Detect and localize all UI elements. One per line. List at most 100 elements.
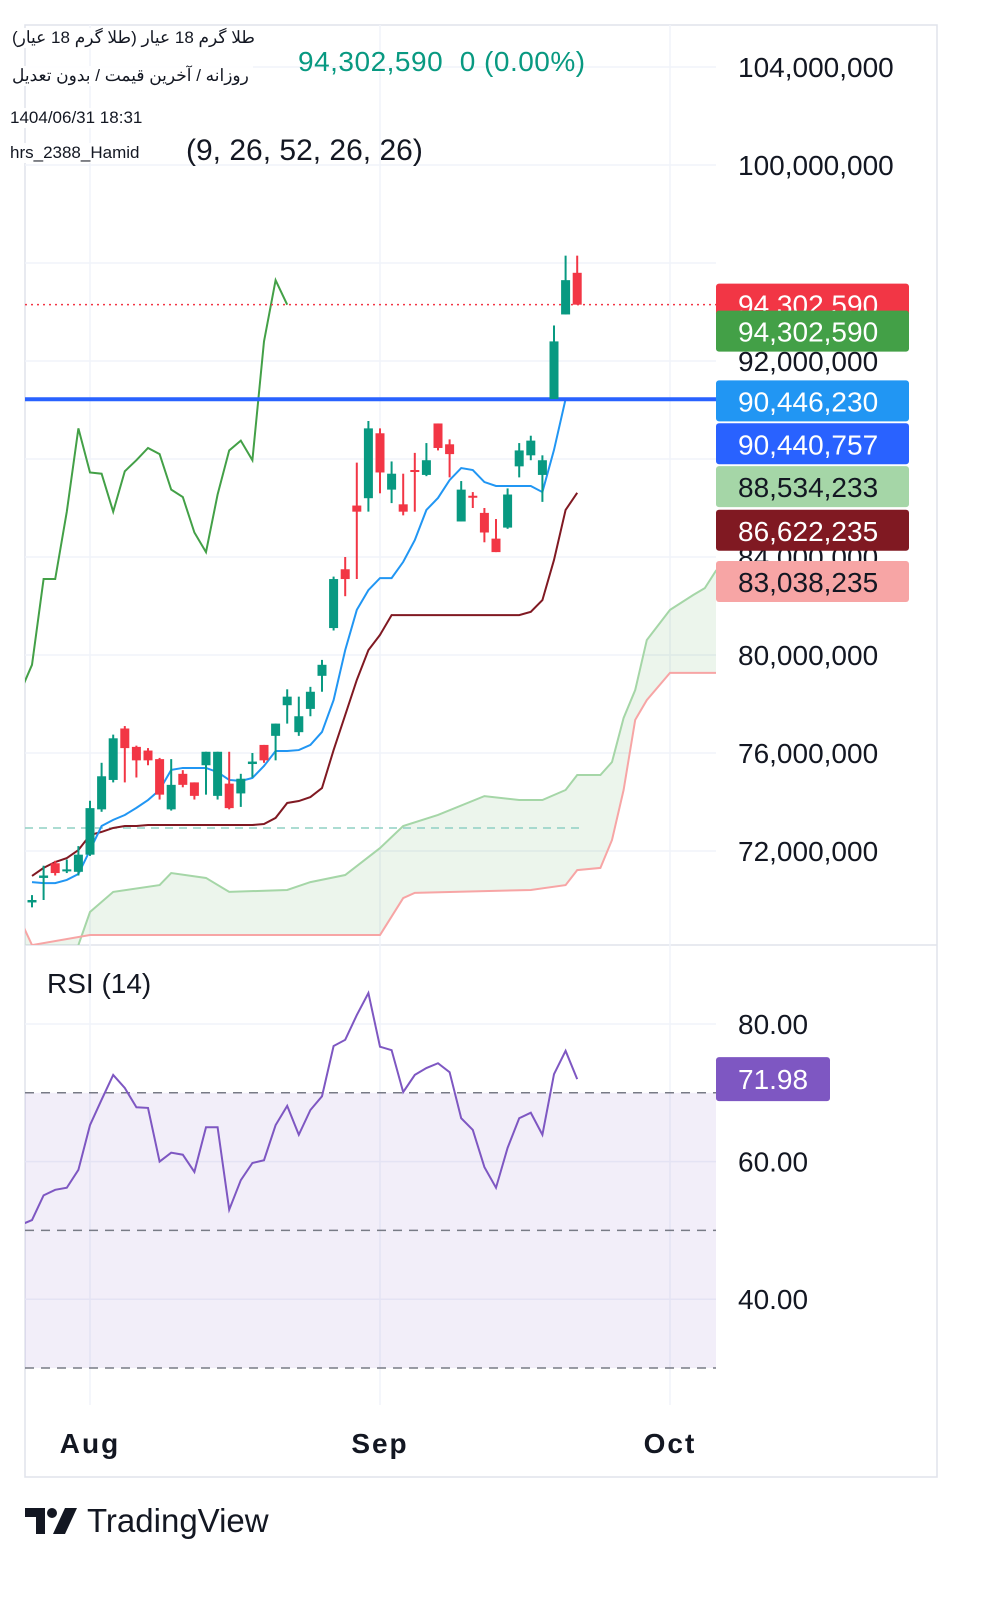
candle (259, 744, 269, 763)
candle (143, 748, 153, 766)
timestamp: 1404/06/31 18:31 (8, 108, 145, 128)
last-price-value: 94,302,590 (298, 46, 444, 77)
candle (294, 696, 304, 736)
candle (189, 782, 199, 800)
chart-frame (24, 24, 938, 1478)
candle (398, 473, 408, 516)
span-b-label-text: 83,038,235 (738, 567, 878, 598)
candle (236, 773, 246, 807)
candle-body (166, 784, 176, 810)
candle (108, 734, 118, 783)
span-a-label-text: 88,534,233 (738, 472, 878, 503)
rsi-axis-tick: 80.00 (738, 1009, 808, 1040)
candle (155, 757, 165, 800)
candle-body (224, 783, 234, 809)
close-label-bg (716, 310, 909, 352)
tenkan-label: 90,446,230 (716, 380, 909, 422)
candle (491, 519, 501, 553)
chikou-span-line (25, 276, 289, 684)
candle (282, 689, 292, 724)
candle (572, 255, 582, 305)
candle (561, 255, 571, 315)
candle-body (549, 341, 559, 399)
rsi-value-label-bg (716, 1057, 830, 1102)
candle (224, 751, 234, 810)
candle (514, 443, 524, 478)
candle-body (236, 778, 246, 794)
candle (456, 481, 466, 522)
kijun-sen-line (31, 492, 579, 877)
candle-body (39, 875, 49, 878)
tenkan-label-text: 90,446,230 (738, 386, 878, 417)
price-axis-tick: 104,000,000 (738, 52, 894, 83)
time-axis[interactable]: Aug Sep Oct (60, 1428, 697, 1459)
candle (479, 508, 489, 543)
candle-body (491, 538, 501, 553)
price-pane[interactable] (20, 255, 728, 945)
price-axis-tick: 72,000,000 (738, 836, 878, 867)
candle (73, 846, 83, 876)
candle-body (317, 664, 327, 676)
candle (421, 443, 431, 477)
candle-body (120, 728, 130, 749)
candle-body (572, 272, 582, 305)
chart-settings-line: روزانه / آخرین قیمت / بدون تعدیل (8, 66, 253, 86)
candle (213, 751, 223, 800)
span-b-label-bg (716, 560, 909, 602)
candle (445, 439, 455, 478)
rsi-title[interactable]: RSI (14) (47, 968, 152, 999)
candle (317, 659, 327, 692)
candle-body (421, 460, 431, 475)
candle-body (456, 489, 466, 522)
candle (271, 723, 281, 761)
close-label-text: 94,302,590 (738, 317, 878, 348)
candle (166, 759, 176, 811)
candle-body (62, 869, 72, 872)
price-axis-tick: 100,000,000 (738, 150, 894, 181)
candle (537, 455, 547, 502)
senkou-span-b-line (25, 671, 716, 945)
rsi-axis-tick: 60.00 (738, 1147, 808, 1178)
candle-body (27, 900, 37, 903)
candle-body (259, 744, 269, 761)
candle (39, 865, 49, 900)
candle (387, 461, 397, 504)
price-axis-tick: 76,000,000 (738, 738, 878, 769)
candle-body (294, 716, 304, 733)
price-axis[interactable]: 104,000,000100,000,00092,000,00084,000,0… (716, 52, 909, 1315)
candle-body (514, 450, 524, 467)
rsi-pane[interactable] (20, 990, 716, 1369)
candle-body (503, 494, 513, 528)
candle-body (410, 470, 420, 473)
candle (549, 325, 559, 399)
candle (27, 895, 37, 908)
candle-body (155, 759, 165, 795)
candle-body (526, 440, 536, 456)
candle (433, 423, 443, 451)
ichimoku-params[interactable]: (9, 26, 52, 26, 26) (186, 134, 423, 167)
tradingview-logo-text: TradingView (87, 1502, 269, 1539)
candle-body (131, 746, 141, 761)
kumo-cloud (25, 570, 716, 945)
candle-body (85, 808, 95, 855)
tradingview-logo[interactable]: TradingView (25, 1502, 269, 1540)
candle-body (189, 782, 199, 796)
span-a-label: 88,534,233 (716, 466, 909, 508)
hline-label-bg (716, 423, 909, 465)
candle (375, 428, 385, 494)
candle (329, 576, 339, 631)
rsi-value-label: 71.98 (738, 1064, 808, 1095)
span-b-label: 83,038,235 (716, 560, 909, 602)
candle-body (445, 444, 455, 455)
candle-body (433, 423, 443, 448)
tenkan-label-bg (716, 380, 909, 422)
candle (97, 762, 107, 812)
candle-body (108, 738, 118, 780)
candle-body (363, 428, 373, 499)
candle (62, 859, 72, 874)
tenkan-sen-line (31, 397, 578, 885)
kijun-label-text: 86,622,235 (738, 516, 878, 547)
candle (352, 462, 362, 580)
candle-body (97, 776, 107, 810)
